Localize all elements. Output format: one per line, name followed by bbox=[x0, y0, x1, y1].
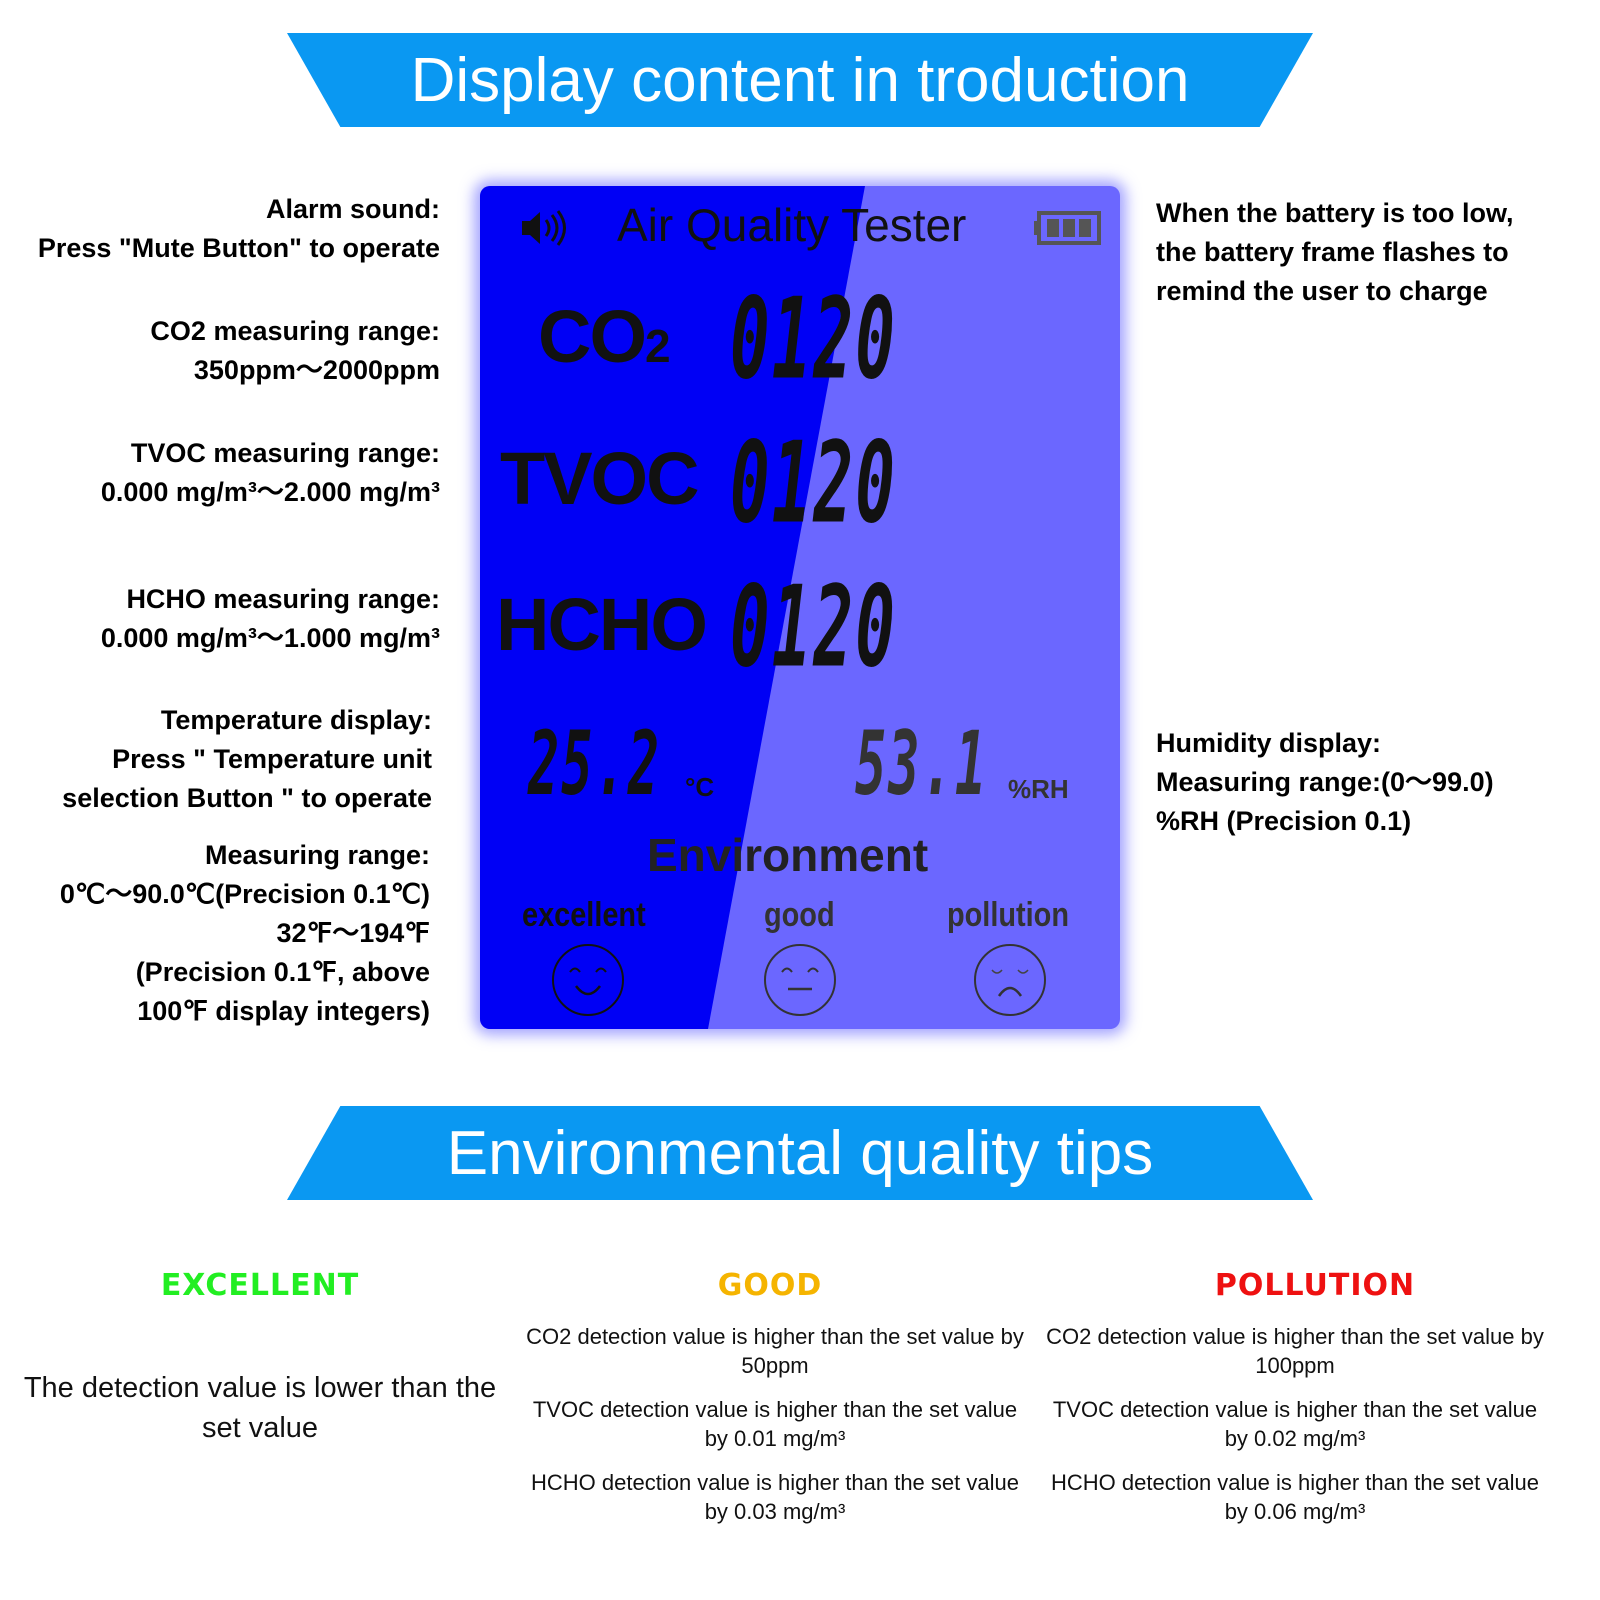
temperature-unit: °C bbox=[685, 772, 715, 802]
pollution-heading: POLLUTION bbox=[1214, 1268, 1416, 1303]
humidity-value: 53.1 bbox=[855, 714, 989, 816]
battery-icon bbox=[1034, 211, 1101, 245]
level-excellent: excellent bbox=[522, 896, 646, 934]
temperature-value: 25.2 bbox=[528, 714, 662, 816]
level-good: good bbox=[764, 896, 835, 934]
lcd-title: Air Quality Tester bbox=[617, 199, 967, 251]
neutral-face-icon bbox=[764, 944, 836, 1016]
good-heading: GOOD bbox=[717, 1268, 823, 1303]
tvoc-range-note: TVOC measuring range: 0.000 mg/m³～2.000 m… bbox=[100, 438, 440, 507]
speaker-icon bbox=[522, 210, 566, 246]
humidity-unit: %RH bbox=[1008, 774, 1069, 804]
level-pollution: pollution bbox=[947, 896, 1069, 934]
banner-title: Environmental quality tips bbox=[446, 1118, 1154, 1188]
excellent-heading: EXCELLENT bbox=[160, 1268, 360, 1303]
hcho-value: 0120 bbox=[730, 562, 897, 693]
hcho-range-note: HCHO measuring range: 0.000 mg/m³～1.000 m… bbox=[100, 584, 440, 653]
co2-value: 0120 bbox=[730, 274, 897, 405]
display-intro-banner: Display content in troduction bbox=[287, 33, 1313, 127]
quality-tips-banner: Environmental quality tips bbox=[287, 1106, 1313, 1200]
banner-title: Display content in troduction bbox=[410, 45, 1190, 115]
tvoc-value: 0120 bbox=[730, 418, 897, 549]
good-tips: CO2 detection value is higher than the s… bbox=[526, 1324, 1024, 1524]
sad-face-icon bbox=[974, 944, 1046, 1016]
environment-label: Environment bbox=[647, 829, 929, 881]
co2-label: CO2 bbox=[538, 295, 671, 378]
humidity-note: Humidity display: Measuring range:(0～99.0… bbox=[1156, 728, 1494, 836]
smile-face-icon bbox=[552, 944, 624, 1016]
battery-note: When the battery is too low, the battery … bbox=[1156, 198, 1514, 306]
temperature-note: Temperature display: Press " Temperature … bbox=[62, 705, 432, 813]
co2-range-note: CO2 measuring range: 350ppm～2000ppm bbox=[150, 316, 440, 385]
pollution-tips: CO2 detection value is higher than the s… bbox=[1046, 1324, 1544, 1524]
alarm-note: Alarm sound: Press "Mute Button" to opera… bbox=[37, 194, 440, 263]
excellent-text: The detection value is lower than the se… bbox=[23, 1372, 497, 1444]
hcho-label: HCHO bbox=[496, 583, 708, 666]
tvoc-label: TVOC bbox=[500, 437, 700, 520]
lcd-display: Air Quality Tester CO2 0120 TVOC 0120 HC… bbox=[480, 186, 1120, 1029]
temperature-range-note: Measuring range: 0℃～90.0℃(Precision 0.1℃)… bbox=[59, 840, 430, 1026]
